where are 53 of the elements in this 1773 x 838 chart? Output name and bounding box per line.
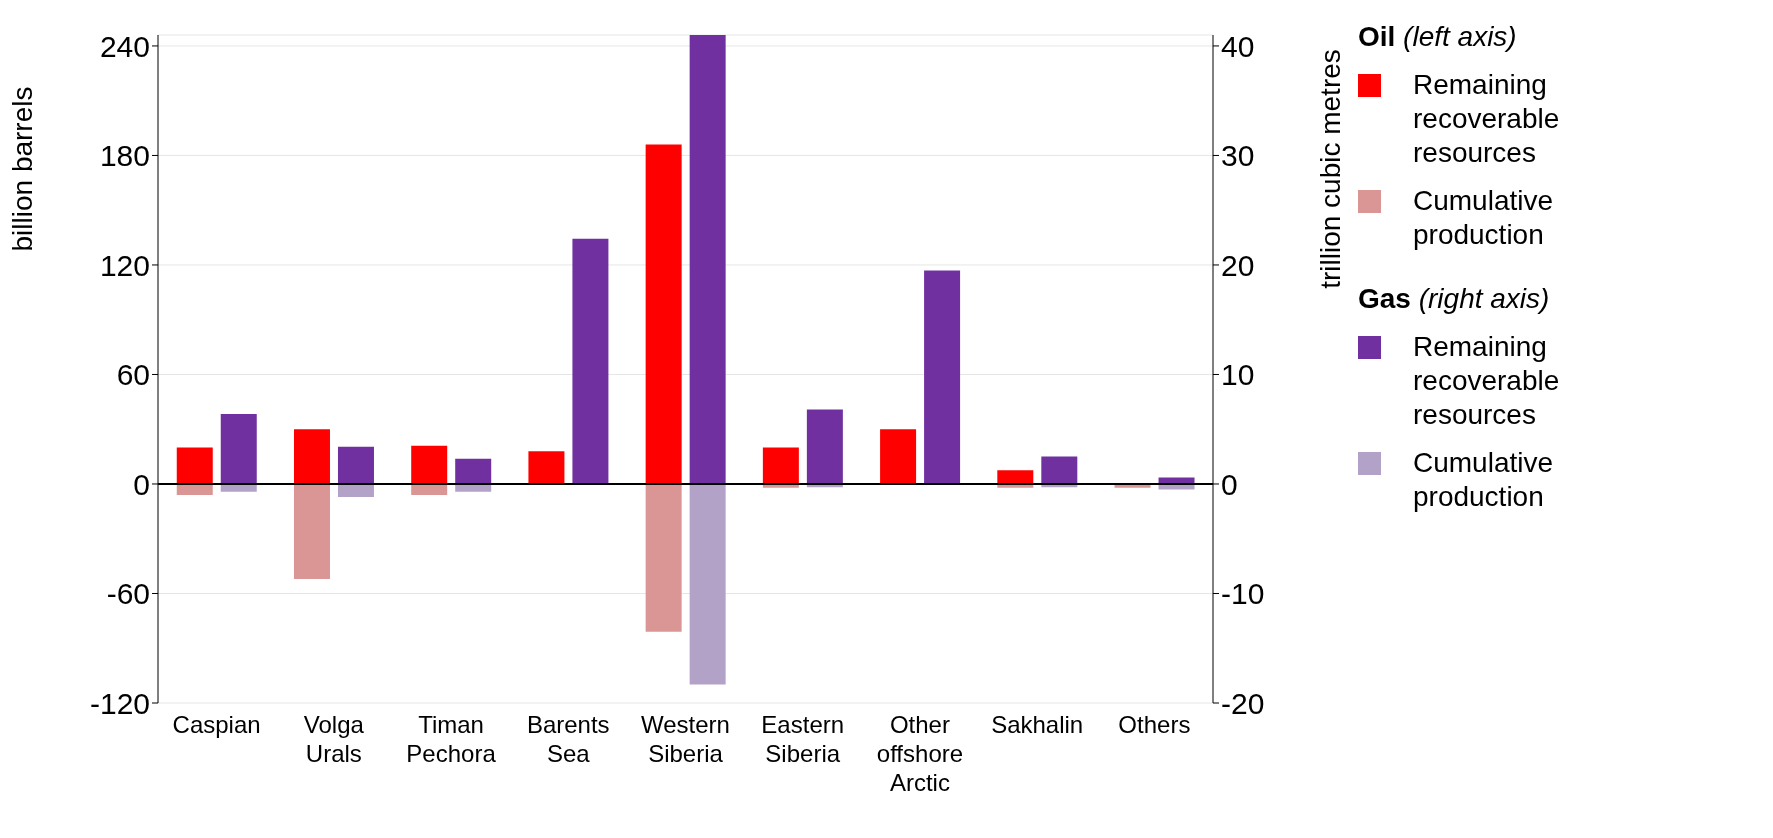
bar (455, 458, 492, 484)
bar (176, 483, 213, 495)
text: Gas (right axis) (1358, 283, 1550, 314)
x-tick-label: Barents Sea (526, 711, 610, 767)
y2-axis-title: trillion cubic metres (1314, 49, 1346, 289)
bar (293, 429, 330, 484)
x-tick-label: Other offshore Arctic (876, 711, 964, 796)
bar (337, 446, 374, 484)
bar (689, 483, 726, 685)
bar (645, 144, 682, 484)
bar (176, 447, 213, 484)
bar (411, 483, 448, 495)
bar (924, 270, 961, 484)
y-tick-label: 120 (99, 248, 150, 282)
legend-label: Remaining recoverable resources (1413, 330, 1561, 432)
text: Oil (left axis) (1358, 21, 1517, 52)
bar (997, 470, 1034, 484)
x-tick-label: Timan Pechora (406, 711, 497, 767)
bar (572, 238, 609, 484)
y2-tick-label: -20 (1221, 686, 1265, 720)
x-tick-label: Others (1118, 711, 1191, 738)
bar (806, 409, 843, 484)
bar (528, 451, 565, 484)
bar (762, 447, 799, 484)
y2-tick-label: 20 (1221, 248, 1255, 282)
legend-label: Cumulative production (1413, 446, 1555, 514)
y2-tick-label: 0 (1221, 467, 1238, 501)
x-tick-label: Eastern Siberia (761, 711, 845, 767)
bar (411, 445, 448, 484)
y-tick-label: 60 (116, 358, 150, 392)
x-tick-label: Caspian (172, 711, 261, 738)
y2-tick-label: 30 (1221, 139, 1255, 173)
y2-tick-label: -10 (1221, 577, 1265, 611)
x-tick-label: Volga Urals (303, 711, 365, 767)
x-tick-label: Sakhalin (991, 711, 1084, 738)
legend-label: Cumulative production (1413, 184, 1555, 252)
y-tick-label: 180 (99, 139, 150, 173)
bar (1041, 456, 1078, 484)
bar (880, 429, 917, 484)
y-tick-label: -120 (89, 686, 150, 720)
y-tick-label: 0 (133, 467, 150, 501)
y-axis-title: billion barrels (6, 86, 38, 252)
bar (337, 483, 374, 498)
bar (220, 413, 257, 484)
y-tick-label: -60 (106, 577, 150, 611)
bar (689, 35, 726, 484)
bar (645, 483, 682, 632)
y-tick-label: 240 (99, 29, 150, 63)
legend-label: Remaining recoverable resources (1413, 68, 1561, 170)
x-tick-label: Western Siberia (641, 711, 730, 767)
bar (293, 483, 330, 579)
y2-tick-label: 10 (1221, 358, 1255, 392)
y2-tick-label: 40 (1221, 29, 1255, 63)
